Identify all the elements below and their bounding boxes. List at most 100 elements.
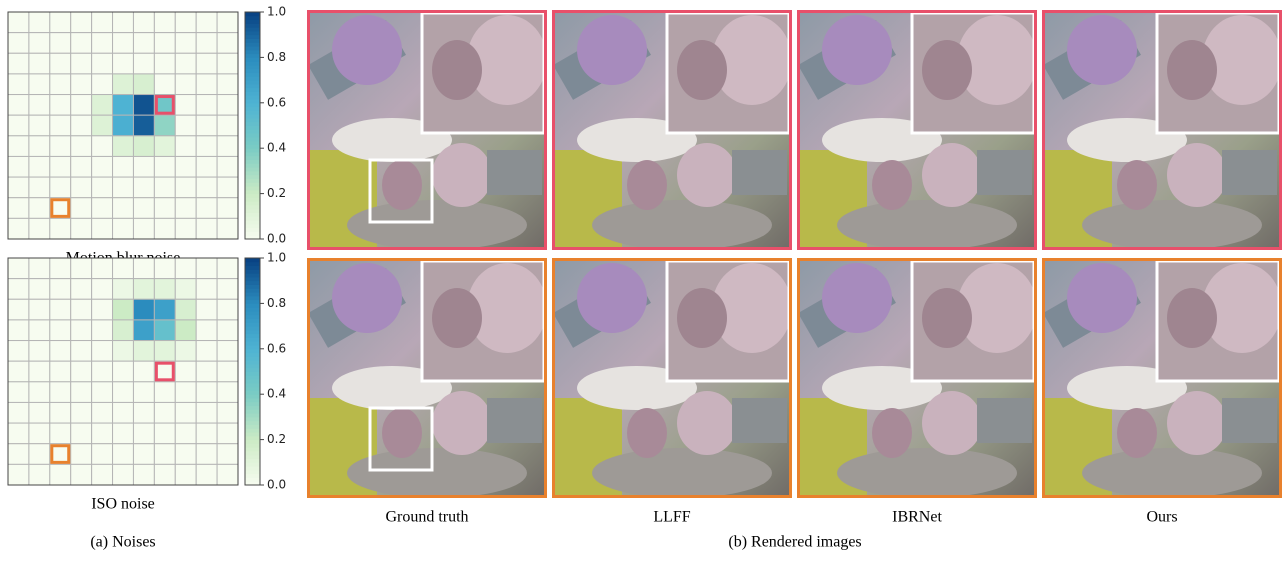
- photo-grid: [307, 10, 1282, 498]
- heatmap-cell: [217, 95, 238, 116]
- colorbar-step: [245, 141, 260, 145]
- heatmap-cell: [154, 320, 175, 341]
- colorbar-step: [245, 307, 260, 311]
- colorbar-step: [245, 474, 260, 478]
- heatmap-cell: [133, 12, 154, 33]
- heatmap-cell: [113, 12, 134, 33]
- heatmap-cell: [92, 218, 113, 239]
- heatmap-cell: [217, 74, 238, 95]
- heatmap-cell: [196, 12, 217, 33]
- colorbar-step: [245, 349, 260, 353]
- colorbar-tick-label: 0.4: [267, 141, 286, 155]
- heatmap-cell: [8, 341, 29, 362]
- colorbar-step: [245, 107, 260, 111]
- colorbar-step: [245, 303, 260, 307]
- heatmap-cell: [133, 136, 154, 157]
- heatmap-cell: [175, 218, 196, 239]
- heatmap-cell: [217, 361, 238, 382]
- colorbar-tick-label: 0.6: [267, 95, 286, 109]
- colorbar-step: [245, 356, 260, 360]
- heatmap-cell: [29, 177, 50, 198]
- heatmap-cell: [113, 177, 134, 198]
- heatmap-cell: [133, 382, 154, 403]
- heatmap-cell: [29, 382, 50, 403]
- heatmap-cell: [113, 341, 134, 362]
- heatmap-cell: [113, 156, 134, 177]
- heatmap-cell: [133, 74, 154, 95]
- colorbar-step: [245, 292, 260, 296]
- colorbar-step: [245, 345, 260, 349]
- heatmap-cell: [196, 402, 217, 423]
- heatmap-cell: [217, 218, 238, 239]
- colorbar-tick-label: 0.2: [267, 432, 286, 446]
- heatmap-cell: [92, 444, 113, 465]
- page: {"chart_data": [ {"type": "heatmap", "ti…: [0, 0, 1288, 563]
- heatmap-cell: [50, 299, 71, 320]
- colorbar-step: [245, 428, 260, 432]
- colorbar-step: [245, 375, 260, 379]
- heatmap-cell: [196, 95, 217, 116]
- heatmap-cell: [175, 156, 196, 177]
- colorbar-step: [245, 273, 260, 277]
- colorbar-step: [245, 447, 260, 451]
- colorbar-step: [245, 477, 260, 481]
- colorbar-step: [245, 35, 260, 39]
- heatmap-cell: [29, 136, 50, 157]
- colorbar-step: [245, 231, 260, 235]
- heatmap-cell: [217, 444, 238, 465]
- colorbar-step: [245, 424, 260, 428]
- heatmap-cell: [50, 279, 71, 300]
- heatmap-cell: [133, 423, 154, 444]
- colorbar-step: [245, 50, 260, 54]
- colorbar-step: [245, 379, 260, 383]
- heatmap-cell: [154, 444, 175, 465]
- heatmap-cell: [154, 402, 175, 423]
- colorbar-step: [245, 417, 260, 421]
- heatmap-cell: [50, 341, 71, 362]
- colorbar-step: [245, 160, 260, 164]
- heatmap-cell: [29, 320, 50, 341]
- heatmap-cell: [50, 53, 71, 74]
- heatmap-cell: [113, 74, 134, 95]
- heatmap-cell: [196, 115, 217, 136]
- heatmap-cell: [217, 177, 238, 198]
- heatmap-cell: [92, 74, 113, 95]
- photo: [552, 10, 792, 250]
- heatmap-cell: [92, 402, 113, 423]
- heatmap-cell: [175, 115, 196, 136]
- colorbar-step: [245, 46, 260, 50]
- heatmap-cell: [29, 402, 50, 423]
- heatmap-cell: [29, 341, 50, 362]
- heatmap-cell: [133, 258, 154, 279]
- photo: [1042, 258, 1282, 498]
- colorbar-step: [245, 284, 260, 288]
- heatmap-cell: [133, 33, 154, 54]
- heatmap-cell: [92, 341, 113, 362]
- colorbar-tick-label: 0.6: [267, 341, 286, 355]
- heatmap-cell: [8, 33, 29, 54]
- heatmap-cell: [50, 136, 71, 157]
- heatmap-cell: [71, 258, 92, 279]
- colorbar-step: [245, 201, 260, 205]
- heatmap-cell: [29, 12, 50, 33]
- colorbar-step: [245, 197, 260, 201]
- heatmap-cell: [175, 198, 196, 219]
- heatmap-cell: [154, 53, 175, 74]
- heatmap-cell: [92, 320, 113, 341]
- heatmap-cell: [92, 33, 113, 54]
- heatmap-cell: [8, 464, 29, 485]
- heatmap-cell: [217, 33, 238, 54]
- heatmap-cell: [175, 361, 196, 382]
- heatmap-cell: [113, 320, 134, 341]
- heatmap-cell: [92, 279, 113, 300]
- colorbar-step: [245, 209, 260, 213]
- heatmap-cell: [133, 341, 154, 362]
- photo: [552, 258, 792, 498]
- subcaption: (a) Noises: [90, 534, 155, 551]
- colorbar-step: [245, 171, 260, 175]
- heatmap-cell: [29, 198, 50, 219]
- heatmap-cell: [196, 320, 217, 341]
- colorbar-step: [245, 137, 260, 141]
- column-label: IBRNet: [892, 509, 942, 526]
- heatmap-cell: [113, 382, 134, 403]
